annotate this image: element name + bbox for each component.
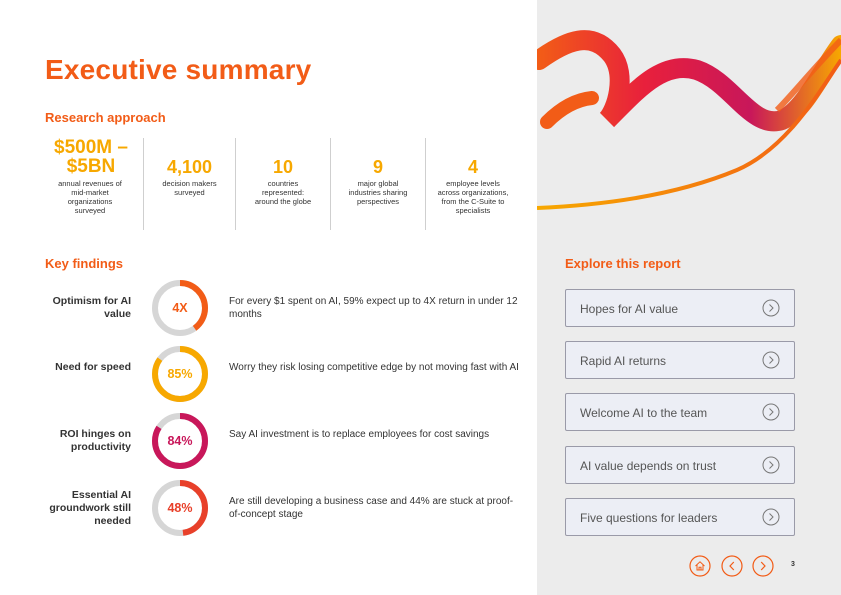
stat-employee-levels: 4 employee levels across organizations, …: [425, 138, 520, 230]
finding-groundwork: Essential AI groundwork still needed 48%…: [45, 477, 515, 539]
chevron-right-icon: [762, 299, 780, 317]
gauge-fill: [152, 480, 208, 536]
nav-link-label: Five questions for leaders: [580, 511, 718, 525]
finding-label: Optimism for AI value: [52, 295, 131, 320]
gauge-fill: [152, 346, 208, 402]
gauge-ring: [152, 280, 208, 336]
finding-speed: Need for speed 85% Worry they risk losin…: [45, 343, 519, 405]
gauge-value: 84%: [167, 434, 193, 448]
stat-value: 10: [272, 157, 294, 177]
decorative-ribbon: [537, 30, 841, 210]
gauge-value: 85%: [167, 367, 193, 381]
finding-desc: Are still developing a business case and…: [229, 496, 514, 520]
nav-link-trust[interactable]: AI value depends on trust: [565, 446, 795, 484]
stat-value: $500M – $5BN: [54, 137, 128, 177]
stat-desc: employee levels across organizations, fr…: [437, 179, 509, 215]
nav-link-questions[interactable]: Five questions for leaders: [565, 498, 795, 536]
stat-value: 4: [467, 157, 478, 177]
finding-desc: For every $1 spent on AI, 59% expect up …: [229, 296, 518, 320]
stat-countries: 10 countries represented: around the glo…: [235, 138, 330, 230]
gauge-value: 48%: [167, 501, 193, 515]
stat-desc: major global industries sharing perspect…: [348, 179, 408, 206]
finding-label: Need for speed: [55, 361, 131, 373]
stat-industries: 9 major global industries sharing perspe…: [330, 138, 425, 230]
chevron-right-icon: [762, 351, 780, 369]
stat-desc: decision makers surveyed: [162, 179, 217, 197]
research-stats: $500M – $5BN annual revenues of mid-mark…: [45, 138, 520, 230]
stat-value: 9: [372, 157, 383, 177]
chevron-left-icon[interactable]: [721, 555, 743, 577]
gauge-value: 4X: [172, 301, 188, 315]
finding-optimism: Optimism for AI value 4X For every $1 sp…: [45, 277, 518, 339]
research-heading: Research approach: [45, 110, 166, 125]
gauge-fill: [152, 413, 208, 469]
nav-link-rapid[interactable]: Rapid AI returns: [565, 341, 795, 379]
finding-label: ROI hinges on productivity: [59, 428, 131, 453]
nav-link-label: Rapid AI returns: [580, 354, 667, 368]
chevron-right-icon: [762, 403, 780, 421]
stat-desc: countries represented: around the globe: [254, 179, 312, 206]
home-icon[interactable]: [689, 555, 711, 577]
gauge-ring: [152, 480, 208, 536]
nav-link-label: Hopes for AI value: [580, 302, 679, 316]
gauge-ring: [152, 346, 208, 402]
nav-link-hopes[interactable]: Hopes for AI value: [565, 289, 795, 327]
stat-decision-makers: 4,100 decision makers surveyed: [143, 138, 235, 230]
stat-value: 4,100: [166, 157, 213, 177]
findings-heading: Key findings: [45, 256, 124, 271]
gauge-fill: [152, 280, 208, 336]
finding-desc: Worry they risk losing competitive edge …: [229, 362, 519, 373]
finding-desc: Say AI investment is to replace employee…: [229, 429, 490, 440]
page-title: Executive summary: [45, 54, 312, 85]
nav-link-welcome[interactable]: Welcome AI to the team: [565, 393, 795, 431]
explore-heading: Explore this report: [565, 256, 681, 271]
chevron-right-icon: [762, 456, 780, 474]
gauge-ring: [152, 413, 208, 469]
chevron-right-icon: [762, 508, 780, 526]
nav-link-label: AI value depends on trust: [580, 459, 717, 473]
page-number: 3: [791, 561, 795, 568]
finding-label: Essential AI groundwork still needed: [49, 489, 131, 527]
chevron-right-icon[interactable]: [752, 555, 774, 577]
finding-roi: ROI hinges on productivity 84% Say AI in…: [45, 410, 515, 472]
stat-revenue: $500M – $5BN annual revenues of mid-mark…: [45, 138, 143, 230]
nav-link-label: Welcome AI to the team: [580, 406, 708, 420]
stat-desc: annual revenues of mid-market organizati…: [58, 179, 122, 215]
